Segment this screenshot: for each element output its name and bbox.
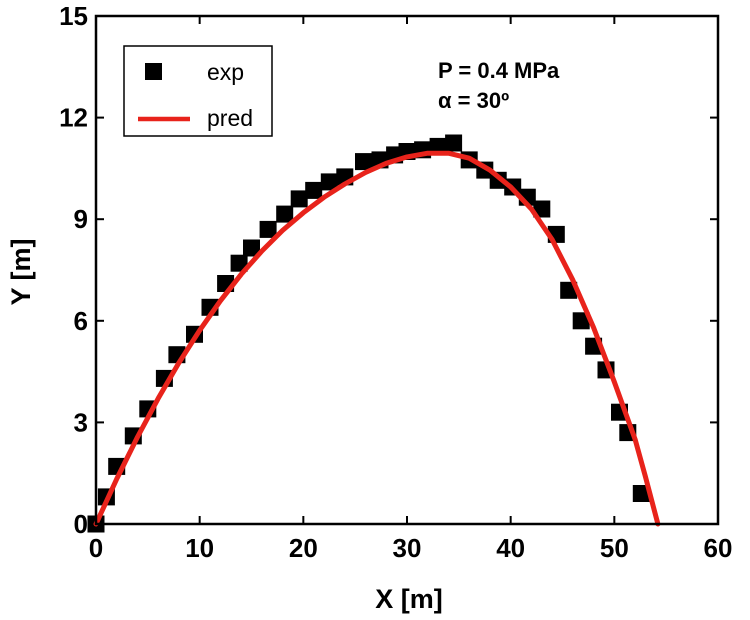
y-tick-label: 0 [74, 509, 88, 539]
axis-titles: X [m] Y [m] [6, 238, 443, 614]
y-tick-label: 9 [74, 204, 88, 234]
data-point-exp [259, 220, 277, 238]
data-point-exp [533, 200, 551, 218]
data-point-exp [290, 190, 308, 208]
x-tick-label: 50 [600, 533, 629, 563]
y-tick-label: 12 [59, 103, 88, 133]
legend: exp pred [123, 45, 273, 137]
x-tick-label: 60 [704, 533, 733, 563]
y-axis-title: Y [m] [6, 238, 36, 305]
y-tick-label: 15 [59, 1, 88, 31]
data-point-exp [243, 239, 260, 257]
annotation-pressure: P = 0.4 MPa [438, 58, 560, 83]
plot-area [87, 134, 661, 533]
annotations: P = 0.4 MPa α = 30º [438, 58, 560, 113]
data-point-exp [572, 312, 590, 330]
axes: 0 10 20 30 40 50 60 0 3 6 9 12 15 [59, 1, 732, 563]
x-tick-label: 30 [393, 533, 422, 563]
series-pred-line [93, 150, 661, 527]
data-point-exp [355, 153, 372, 171]
data-point-exp [230, 254, 248, 272]
x-tick-label: 20 [289, 533, 318, 563]
x-tick-label: 40 [496, 533, 525, 563]
x-tick-label: 0 [89, 533, 103, 563]
x-tick-label: 10 [185, 533, 214, 563]
legend-exp-marker [145, 63, 162, 80]
data-point-exp [320, 173, 338, 191]
legend-exp-label: exp [207, 59, 244, 85]
data-point-exp [429, 137, 447, 155]
data-point-exp [276, 205, 294, 223]
legend-pred-label: pred [207, 105, 253, 131]
y-tick-label: 3 [74, 407, 88, 437]
data-point-exp [445, 134, 463, 152]
y-tick-label: 6 [74, 306, 88, 336]
data-point-exp [305, 181, 323, 199]
data-point-exp [632, 485, 650, 502]
x-axis-title: X [m] [375, 584, 443, 614]
annotation-angle: α = 30º [438, 88, 509, 113]
